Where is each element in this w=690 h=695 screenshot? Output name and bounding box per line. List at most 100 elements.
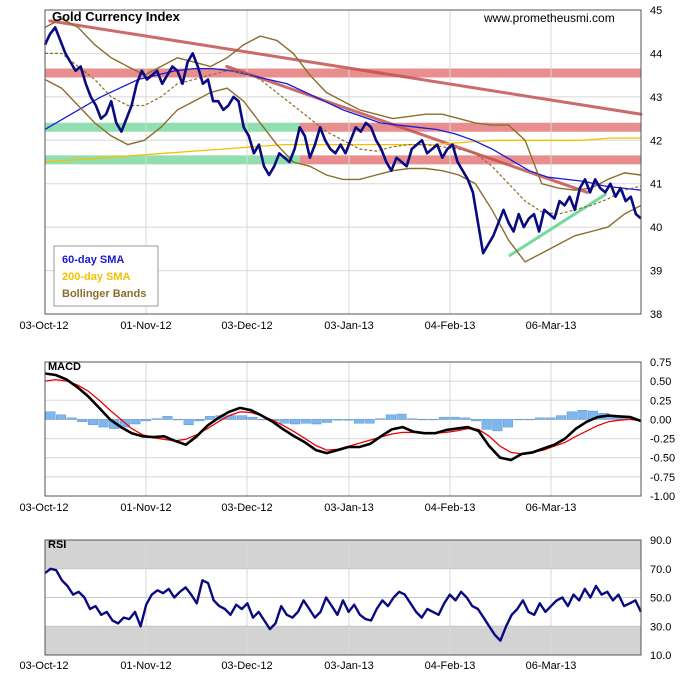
x-tick-label: 01-Nov-12 (120, 502, 171, 514)
x-tick-label: 01-Nov-12 (120, 660, 171, 672)
macd-histogram-bar (311, 419, 322, 425)
rsi-shaded-zone (45, 626, 641, 655)
macd-histogram-bar (396, 413, 407, 420)
y-tick-label: 42 (650, 135, 662, 147)
y-tick-label: 10.0 (650, 650, 671, 662)
macd-histogram-bar (183, 419, 194, 425)
macd-histogram-bar (534, 417, 545, 420)
macd-histogram-bar (502, 419, 513, 428)
bollinger-middle-line (45, 52, 642, 215)
y-tick-label: 0.25 (650, 395, 671, 407)
x-tick-label: 01-Nov-12 (120, 320, 171, 332)
macd-histogram-bar (343, 419, 354, 421)
macd-histogram-bar (385, 414, 396, 420)
macd-histogram-bar (513, 419, 524, 421)
macd-histogram-bar (300, 419, 311, 424)
macd-panel: -1.00 -0.75 -0.50 -0.25 0.00 0.25 0.50 0.75 MACD… (20, 357, 676, 514)
x-tick-label: 04-Feb-13 (425, 502, 476, 514)
macd-line (44, 372, 642, 462)
gold-index-line (43, 26, 642, 255)
y-tick-label: 40 (650, 222, 662, 234)
y-tick-label: 0.00 (650, 414, 671, 426)
x-tick-label: 03-Jan-13 (324, 660, 374, 672)
x-tick-label: 03-Jan-13 (324, 502, 374, 514)
x-tick-label: 03-Oct-12 (20, 502, 69, 514)
y-tick-label: -0.50 (650, 453, 675, 465)
macd-signal-line (44, 378, 642, 455)
x-tick-label: 04-Feb-13 (425, 320, 476, 332)
y-tick-label: 90.0 (650, 535, 671, 547)
macd-histogram-bar (492, 419, 503, 432)
macd-histogram-bar (290, 419, 301, 425)
macd-histogram-bar (556, 415, 567, 420)
macd-histogram-bar (162, 416, 173, 420)
y-tick-label: 30.0 (650, 621, 671, 633)
rsi-line (44, 567, 643, 642)
macd-histogram-bar (109, 419, 120, 429)
source-label: www.prometheusmi.com (483, 11, 615, 25)
bollinger-upper-line (44, 17, 642, 191)
y-tick-label: 50.0 (650, 593, 671, 605)
macd-histogram-bar (130, 419, 141, 425)
legend-entry: Bollinger Bands (62, 288, 146, 300)
macd-panel-frame (44, 361, 642, 497)
y-tick-label: -0.75 (650, 472, 675, 484)
macd-histogram-bar (428, 419, 439, 421)
macd-histogram-bar (545, 417, 556, 420)
x-tick-label: 03-Oct-12 (20, 660, 69, 672)
y-tick-label: 39 (650, 266, 662, 278)
macd-histogram-bar (524, 419, 535, 421)
trendline (48, 19, 643, 116)
legend-entry: 200-day SMA (62, 271, 131, 283)
y-tick-label: 43 (650, 92, 662, 104)
macd-title: MACD (48, 361, 81, 373)
rsi-panel: 10.0 30.0 50.0 70.0 90.0 RSI 03-Oct-12 01-Nov-1… (20, 535, 672, 672)
sma-200-line (44, 137, 641, 163)
x-tick-label: 03-Dec-12 (221, 320, 272, 332)
y-tick-label: -0.25 (650, 434, 675, 446)
y-tick-label: 45 (650, 5, 662, 17)
x-tick-label: 04-Feb-13 (425, 660, 476, 672)
x-tick-label: 03-Jan-13 (324, 320, 374, 332)
sma-60-line (44, 67, 642, 191)
macd-histogram-bar (471, 419, 482, 422)
rsi-panel-frame (44, 539, 642, 656)
macd-histogram-bar (332, 419, 343, 421)
rsi-shaded-zone (45, 540, 641, 569)
x-tick-label: 06-Mar-13 (526, 660, 577, 672)
y-tick-label: 0.50 (650, 376, 671, 388)
x-tick-label: 03-Oct-12 (20, 320, 69, 332)
legend-entry: 60-day SMA (62, 254, 124, 266)
macd-histogram-bar (247, 416, 258, 420)
macd-histogram-bar (439, 416, 450, 420)
y-tick-label: 41 (650, 179, 662, 191)
macd-histogram-bar (87, 419, 98, 425)
macd-histogram-bar (141, 419, 152, 422)
macd-histogram-bar (460, 417, 471, 420)
trendline (225, 64, 589, 194)
macd-histogram-bar (417, 419, 428, 421)
y-tick-label: 38 (650, 309, 662, 321)
price-panel-frame (44, 9, 642, 315)
macd-histogram-bar (322, 419, 333, 423)
y-tick-label: 44 (650, 48, 662, 60)
macd-histogram-bar (364, 419, 375, 424)
macd-histogram-bar (194, 419, 205, 422)
rsi-title: RSI (48, 539, 66, 551)
x-tick-label: 03-Dec-12 (221, 502, 272, 514)
legend: 60-day SMA 200-day SMA Bollinger Bands (53, 245, 159, 307)
macd-histogram-bar (98, 419, 109, 428)
macd-histogram-bar (55, 414, 66, 420)
macd-histogram-bar (449, 416, 460, 420)
macd-histogram-bar (577, 410, 588, 420)
macd-histogram-bar (481, 419, 492, 430)
y-tick-label: 0.75 (650, 357, 671, 369)
macd-histogram-bar (566, 411, 577, 420)
macd-histogram-bar (45, 411, 56, 420)
macd-histogram-bar (407, 418, 418, 420)
x-tick-label: 03-Dec-12 (221, 660, 272, 672)
macd-histogram-bar (236, 415, 247, 420)
macd-histogram-bar (173, 419, 184, 421)
